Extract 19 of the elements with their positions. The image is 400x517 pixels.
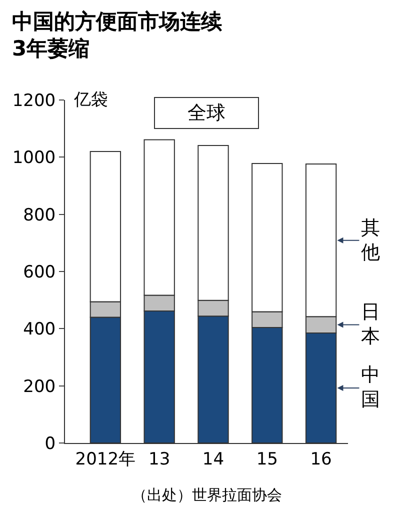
series-label: 中国: [361, 364, 380, 411]
x-tick-label: 13: [148, 449, 170, 470]
y-tick-label: 0: [44, 434, 56, 454]
y-tick-label: 1000: [12, 148, 56, 168]
x-tick-label: 14: [202, 449, 224, 470]
x-tick-label: 15: [256, 449, 278, 470]
x-tick-label: 16: [310, 449, 332, 470]
annotation: 全球: [188, 102, 226, 124]
chart-title: 中国的方便面市场连续 3年萎缩: [12, 9, 223, 61]
y-tick-label: 800: [23, 205, 56, 226]
y-tick-label: 400: [23, 320, 56, 340]
x-tick-label: 2012年: [75, 449, 136, 470]
y-tick-label: 200: [23, 376, 56, 397]
y-axis-title: 亿袋: [73, 90, 108, 110]
text: （出处）世界拉面协会: [132, 486, 282, 504]
y-tick-label: 1200: [12, 90, 56, 111]
y-tick-label: 600: [23, 262, 56, 282]
series-label: 日本: [361, 301, 380, 348]
series-label: 其他: [361, 217, 380, 264]
